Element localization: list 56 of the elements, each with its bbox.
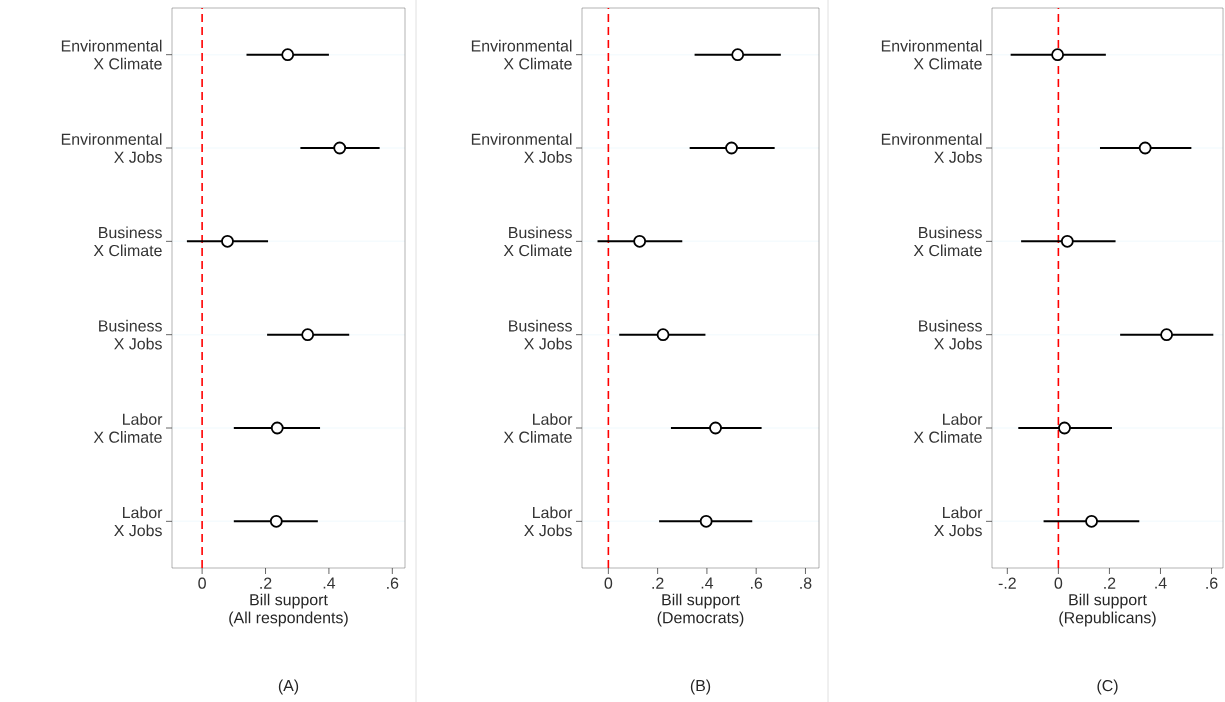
point <box>1160 328 1174 342</box>
y-tick-label: Labor X Climate <box>503 413 573 443</box>
text: (A) <box>278 679 299 695</box>
x-axis-title: Bill support (Republicans) <box>1059 593 1156 627</box>
point <box>333 141 347 155</box>
y-tick-label: Labor X Jobs <box>524 506 573 537</box>
y-tick-label: Environmental X Jobs <box>881 133 982 163</box>
y-tick-label: Labor X Jobs <box>114 506 163 537</box>
x-tick-label: .4 <box>323 577 336 589</box>
text: (C) <box>1097 679 1118 695</box>
x-tick-label: .6 <box>1206 577 1218 589</box>
point <box>709 421 722 435</box>
point <box>699 514 713 528</box>
point <box>1138 141 1152 155</box>
x-tick-label: .8 <box>800 577 812 589</box>
y-tick-label: Business X Jobs <box>509 319 572 350</box>
point <box>281 48 295 62</box>
point <box>269 514 283 528</box>
x-tick-label: .2 <box>652 577 664 589</box>
x-tick-label: .4 <box>1155 577 1167 589</box>
x-tick-label: 0 <box>198 577 206 589</box>
point <box>633 234 647 248</box>
y-tick-label: Environmental X Climate <box>61 39 162 70</box>
y-tick-label: Labor X Jobs <box>934 506 983 537</box>
point <box>1060 234 1074 248</box>
y-tick-label: Business X Climate <box>93 226 162 257</box>
x-axis-title: Bill support (Democrats) <box>657 593 744 627</box>
x-tick-label: 0 <box>1054 577 1063 589</box>
x-tick-label: .2 <box>260 577 272 589</box>
text: (B) <box>690 679 711 695</box>
y-tick-label: Business X Climate <box>503 226 572 257</box>
point <box>301 328 315 342</box>
point <box>221 234 234 248</box>
y-tick-label: Environmental X Climate <box>881 39 982 70</box>
x-tick-label: -.2 <box>998 577 1016 589</box>
point <box>656 328 670 342</box>
y-tick-label: Business X Jobs <box>919 319 982 350</box>
y-tick-label: Business X Jobs <box>99 319 162 350</box>
point <box>270 421 284 435</box>
x-tick-label: .6 <box>750 577 763 589</box>
y-tick-label: Labor X Climate <box>93 413 163 443</box>
y-tick-label: Environmental X Jobs <box>471 133 572 163</box>
point <box>731 48 745 62</box>
point <box>725 141 738 155</box>
x-axis-title: Bill support (All respondents) <box>229 593 348 627</box>
y-tick-label: Labor X Climate <box>913 413 983 443</box>
point <box>1058 421 1071 435</box>
y-tick-label: Environmental X Climate <box>471 39 572 70</box>
y-tick-label: Business X Climate <box>913 226 982 257</box>
x-tick-label: .2 <box>1104 577 1116 589</box>
x-tick-label: .6 <box>387 577 399 589</box>
x-tick-label: 0 <box>604 577 613 589</box>
point <box>1051 48 1065 62</box>
x-tick-label: .4 <box>701 577 714 589</box>
y-tick-label: Environmental X Jobs <box>61 133 162 163</box>
point <box>1085 514 1098 528</box>
